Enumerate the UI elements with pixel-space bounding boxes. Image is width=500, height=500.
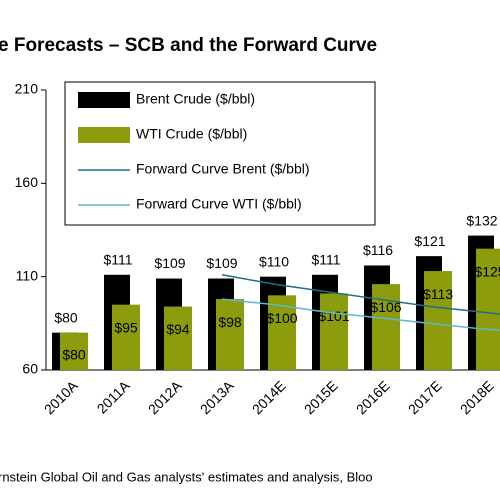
data-label: $106 [370,299,401,315]
legend-label: Forward Curve Brent ($/bbl) [136,161,310,177]
legend-label: WTI Crude ($/bbl) [136,126,247,142]
chart-title: e Forecasts – SCB and the Forward Curve [0,35,377,56]
data-label: $110 [259,253,289,269]
data-label: $132 [466,212,497,228]
data-label: $98 [218,314,242,330]
bar [424,271,452,370]
x-tick-label: 2016E [353,377,393,417]
x-tick-label: 2014E [249,377,289,417]
data-label: $113 [423,286,453,302]
data-label: $94 [166,321,190,337]
x-tick-label: 2012A [145,377,185,417]
data-label: $80 [62,347,86,363]
bar [320,293,348,370]
legend-label: Brent Crude ($/bbl) [136,91,255,107]
data-label: $101 [318,308,349,324]
x-tick-label: 2011A [94,377,134,417]
bar [476,248,500,370]
bar [216,299,244,370]
legend-swatch [78,92,130,108]
forward-curve [221,298,500,331]
bar [112,304,140,370]
x-tick-label: 2013A [197,377,237,417]
y-tick-label: 110 [16,267,39,283]
data-label: $95 [114,319,138,335]
x-tick-label: 2017E [405,377,445,417]
data-label: $111 [103,252,132,268]
y-tick-label: 160 [15,174,39,190]
y-tick-label: 210 [15,81,39,97]
source-note: rnstein Global Oil and Gas analysts' est… [0,469,373,484]
y-tick-label: 60 [22,361,38,377]
data-label: $100 [266,310,297,326]
data-label: $109 [154,255,185,271]
bar [372,284,400,370]
data-label: $111 [311,252,340,268]
bar [164,306,192,370]
data-label: $80 [54,309,78,325]
bar [60,332,88,370]
x-tick-label: 2015E [301,377,341,417]
x-tick-label: 2010A [41,377,81,417]
legend-swatch [78,127,130,143]
data-label: $125 [474,263,500,279]
x-tick-label: 2018E [457,377,497,417]
legend-label: Forward Curve WTI ($/bbl) [136,196,302,212]
data-label: $109 [206,255,237,271]
data-label: $116 [363,242,393,258]
data-label: $121 [414,233,445,249]
forward-curve [221,274,500,315]
